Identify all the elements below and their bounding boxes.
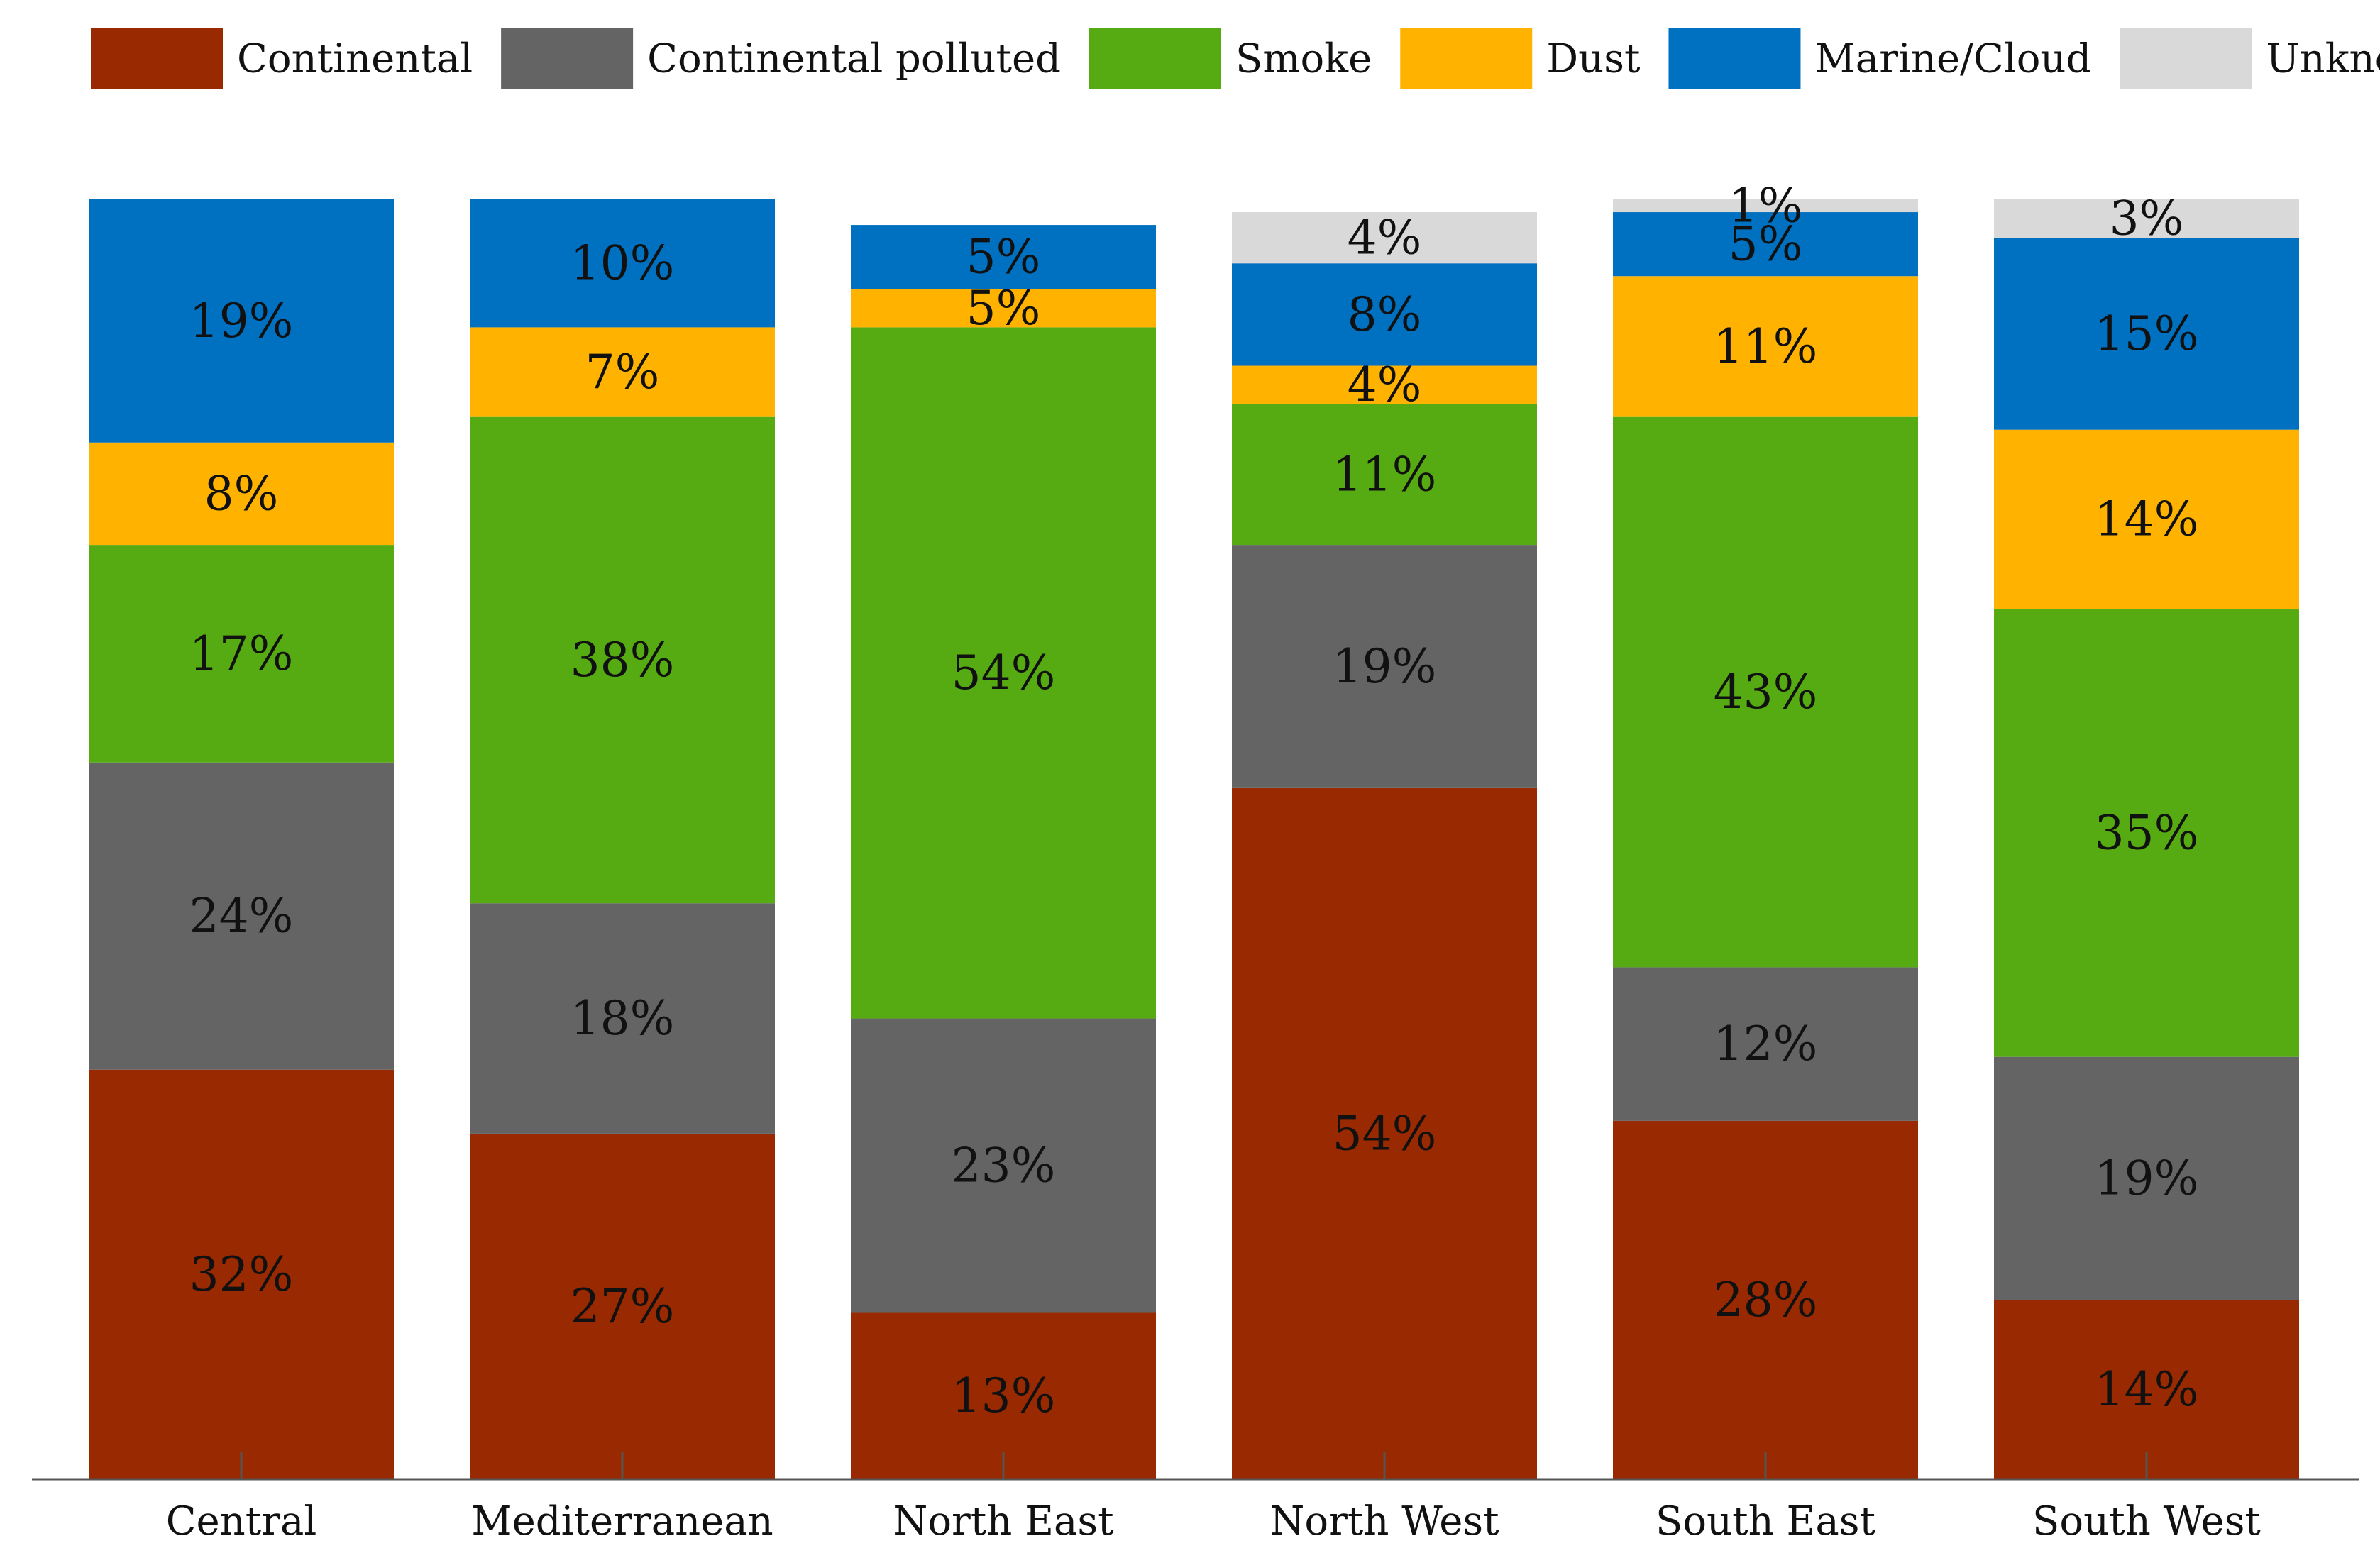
bar-south-west-continental <box>1994 1300 2299 1479</box>
data-label-mediterranean-marine-cloud: 10% <box>571 236 675 291</box>
legend-swatch-marine-cloud <box>1668 28 1801 89</box>
bar-north-east-dust <box>851 289 1156 328</box>
legend-label-marine-cloud: Marine/Cloud <box>1814 36 2091 82</box>
bar-north-west-continental-polluted <box>1232 545 1537 788</box>
chart-legend: Continental Continental polluted Smoke Dust… <box>91 28 2380 89</box>
data-label-south-east-dust: 11% <box>1714 319 1818 374</box>
bar-mediterranean-smoke <box>470 416 775 904</box>
data-label-north-west-dust: 4% <box>1348 358 1422 412</box>
x-tick-label-north-east: North East <box>893 1498 1114 1544</box>
bar-central-marine-cloud <box>89 199 394 443</box>
bar-north-east-continental-polluted <box>851 1018 1156 1313</box>
bar-north-west-smoke <box>1232 404 1537 546</box>
data-label-north-east-dust: 5% <box>966 281 1041 336</box>
data-label-north-east-marine-cloud: 5% <box>966 230 1041 284</box>
data-label-south-east-continental: 28% <box>1714 1273 1818 1327</box>
bar-mediterranean-marine-cloud <box>470 199 775 328</box>
data-label-north-east-smoke: 54% <box>952 646 1056 700</box>
x-tick-label-mediterranean: Mediterranean <box>471 1498 773 1544</box>
bar-south-west-marine-cloud <box>1994 238 2299 430</box>
x-axis: Central Mediterranean North East North West… <box>32 1452 2359 1544</box>
data-label-south-west-dust: 14% <box>2095 492 2199 547</box>
bar-north-east-continental <box>851 1312 1156 1479</box>
bar-mediterranean-dust <box>470 327 775 417</box>
data-label-south-east-unknown: 1% <box>1729 179 1803 233</box>
x-tick-label-south-east: South East <box>1655 1498 1876 1544</box>
data-label-south-east-marine-cloud: 5% <box>1729 217 1803 272</box>
legend-swatch-unknown <box>2120 28 2252 89</box>
data-label-central-continental: 32% <box>189 1247 294 1302</box>
data-label-south-east-smoke: 43% <box>1714 665 1818 719</box>
bar-central-continental <box>89 1069 394 1479</box>
data-label-mediterranean-smoke: 38% <box>571 633 675 687</box>
data-label-north-west-continental: 54% <box>1333 1106 1437 1161</box>
data-label-south-west-marine-cloud: 15% <box>2095 306 2199 361</box>
data-label-south-west-continental: 14% <box>2095 1362 2199 1417</box>
bar-north-east-smoke <box>851 327 1156 1019</box>
bars-group: 32%24%17%8%19%27%18%38%7%10%13%23%54%5%5… <box>89 179 2299 1479</box>
data-label-north-east-continental-polluted: 23% <box>952 1139 1056 1193</box>
legend-label-smoke: Smoke <box>1235 36 1372 82</box>
bar-north-east-marine-cloud <box>851 225 1156 289</box>
data-label-central-smoke: 17% <box>189 626 294 681</box>
bar-central-dust <box>89 442 394 546</box>
legend-swatch-dust <box>1400 28 1533 89</box>
bar-south-east-smoke <box>1613 416 1918 968</box>
data-label-south-east-continental-polluted: 12% <box>1714 1017 1818 1071</box>
data-label-north-west-marine-cloud: 8% <box>1348 287 1422 342</box>
legend-swatch-continental <box>91 28 223 89</box>
data-label-north-west-smoke: 11% <box>1333 447 1437 502</box>
bar-south-west-continental-polluted <box>1994 1056 2299 1300</box>
bar-south-east-continental <box>1613 1120 1918 1479</box>
legend-label-continental: Continental <box>237 36 473 82</box>
legend-label-continental-polluted: Continental polluted <box>647 36 1061 82</box>
data-label-south-west-continental-polluted: 19% <box>2095 1151 2199 1206</box>
bar-south-west-unknown <box>1994 199 2299 238</box>
legend-swatch-continental-polluted <box>501 28 634 89</box>
data-label-mediterranean-continental-polluted: 18% <box>571 991 675 1046</box>
data-label-central-continental-polluted: 24% <box>189 889 294 944</box>
data-label-central-dust: 8% <box>204 466 279 521</box>
data-label-north-east-continental: 13% <box>952 1369 1056 1423</box>
data-label-central-marine-cloud: 19% <box>189 294 294 348</box>
bar-north-west-marine-cloud <box>1232 263 1537 366</box>
x-tick-label-south-west: South West <box>2032 1498 2261 1544</box>
bar-central-continental-polluted <box>89 762 394 1070</box>
x-tick-label-central: Central <box>166 1498 317 1544</box>
bar-south-east-dust <box>1613 276 1918 417</box>
data-label-south-west-unknown: 3% <box>2110 192 2184 246</box>
legend-swatch-smoke <box>1089 28 1221 89</box>
bar-north-west-continental <box>1232 787 1537 1479</box>
bar-south-east-unknown <box>1613 199 1918 213</box>
legend-label-dust: Dust <box>1546 36 1641 82</box>
bar-north-west-unknown <box>1232 212 1537 264</box>
bar-south-west-dust <box>1994 429 2299 609</box>
legend-label-unknown: Unknown <box>2266 36 2380 82</box>
bar-mediterranean-continental-polluted <box>470 903 775 1134</box>
data-label-north-west-unknown: 4% <box>1348 211 1422 265</box>
data-label-mediterranean-continental: 27% <box>571 1279 675 1334</box>
bar-central-smoke <box>89 545 394 763</box>
bar-south-east-marine-cloud <box>1613 212 1918 277</box>
data-label-south-west-smoke: 35% <box>2095 805 2199 860</box>
bar-south-west-smoke <box>1994 609 2299 1057</box>
bar-north-west-dust <box>1232 365 1537 404</box>
data-label-north-west-continental-polluted: 19% <box>1333 639 1437 694</box>
bar-south-east-continental-polluted <box>1613 967 1918 1121</box>
bar-mediterranean-continental <box>470 1133 775 1479</box>
x-tick-label-north-west: North West <box>1269 1498 1499 1544</box>
data-label-mediterranean-dust: 7% <box>585 345 660 399</box>
